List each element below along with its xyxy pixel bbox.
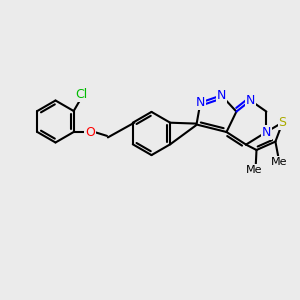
Text: Me: Me [271,157,287,167]
Text: S: S [279,116,286,129]
Text: N: N [246,94,255,107]
Text: N: N [196,96,205,109]
Text: O: O [85,125,95,139]
Text: Cl: Cl [75,88,87,101]
Text: O: O [85,125,95,139]
Text: Me: Me [246,165,262,175]
Text: N: N [262,125,271,139]
Text: N: N [217,89,226,102]
Text: Cl: Cl [75,88,87,101]
